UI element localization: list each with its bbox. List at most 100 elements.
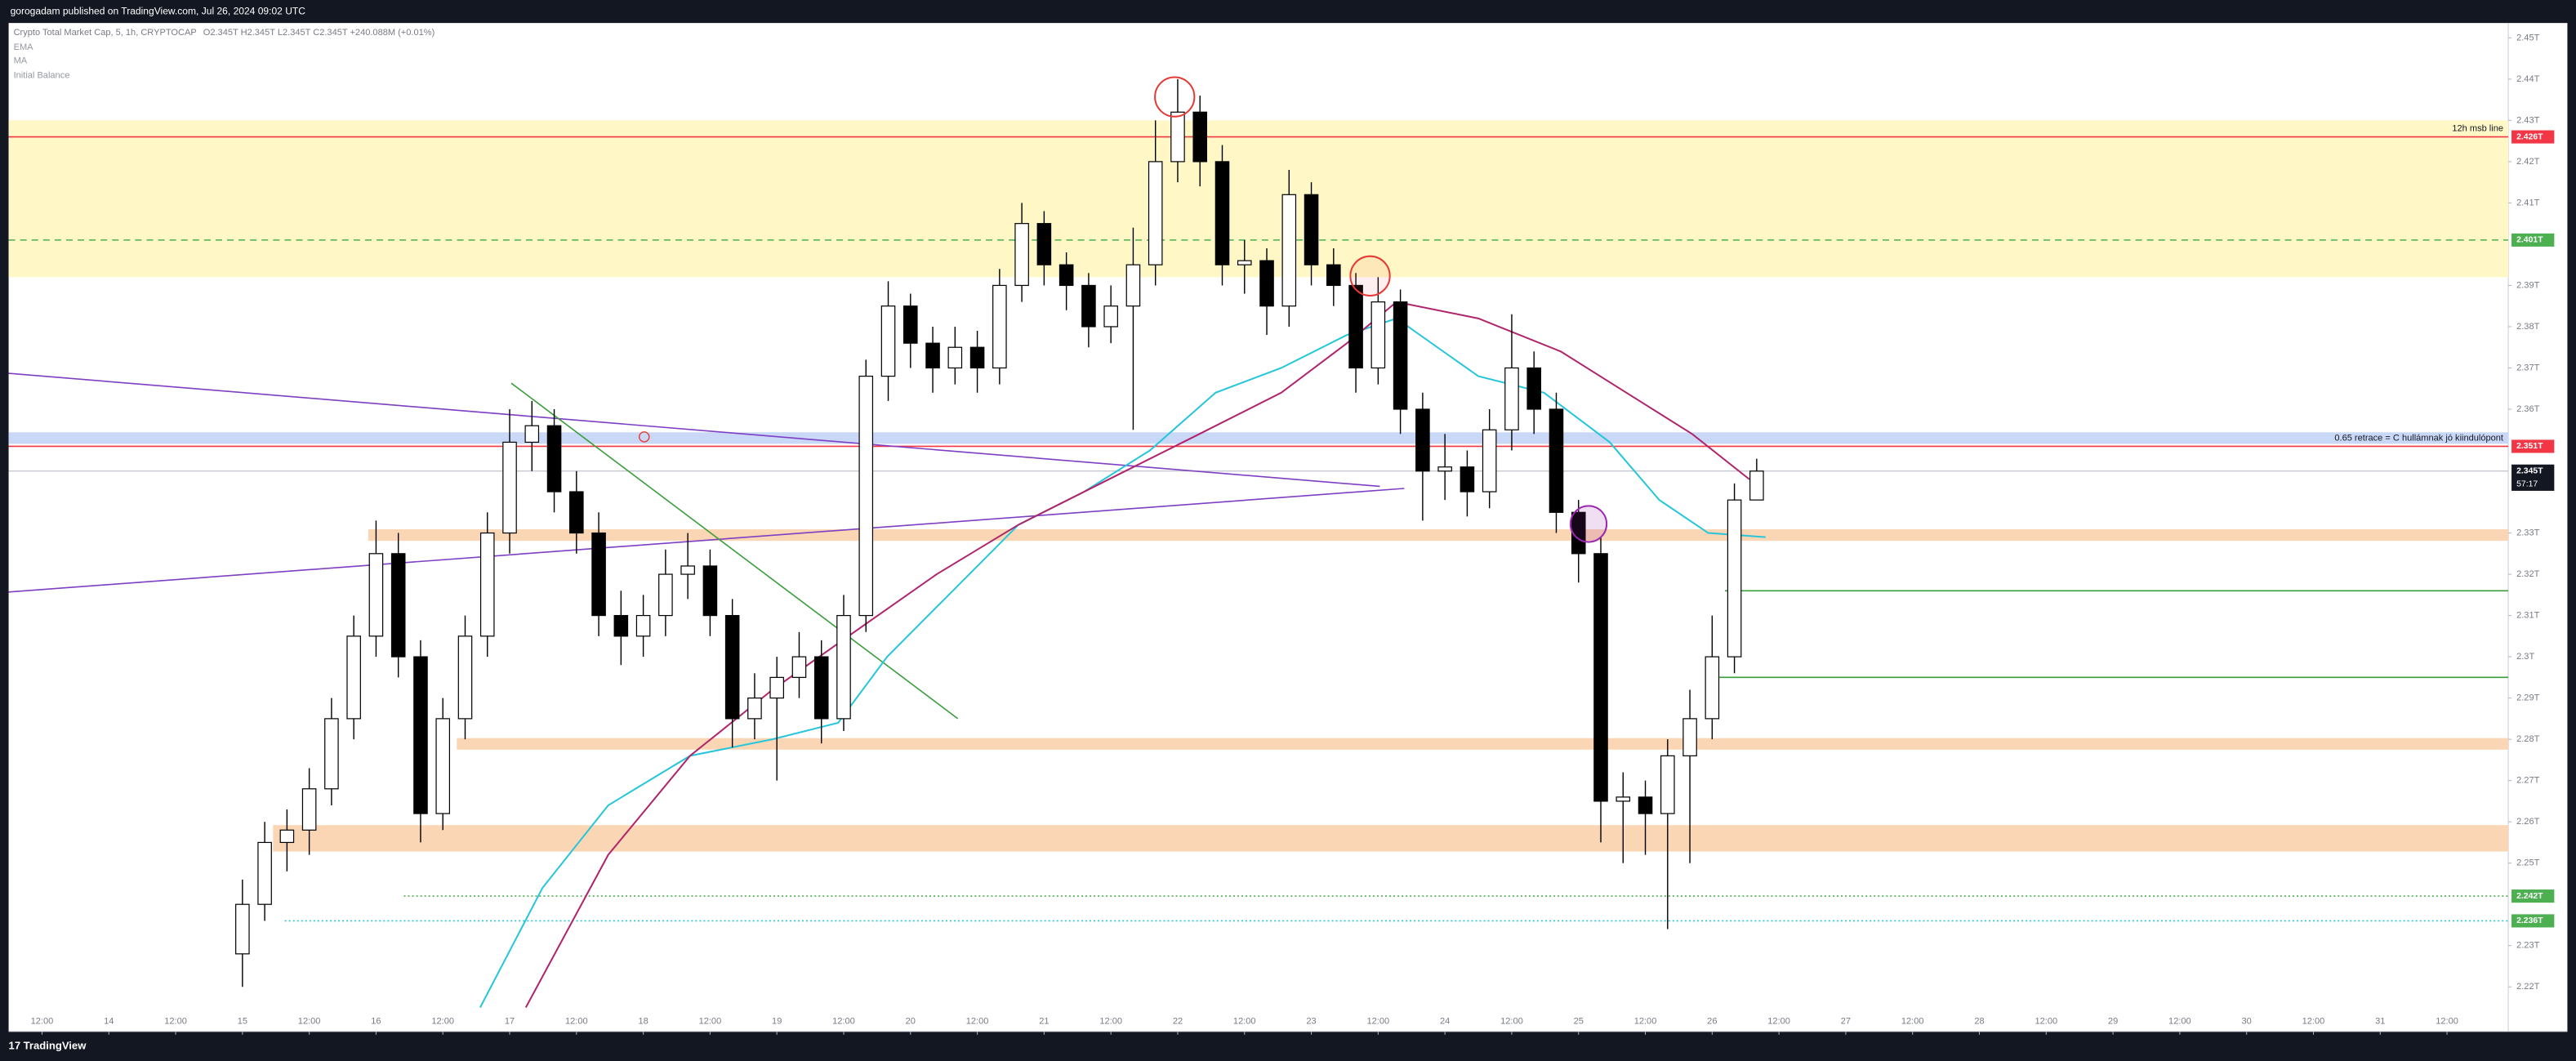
candle-body <box>1571 511 1586 555</box>
candle-body <box>591 532 606 617</box>
brand-logo: 17 <box>9 1039 21 1051</box>
y-tick-label: 2.41T <box>2516 198 2540 207</box>
last-price-box <box>2511 464 2555 491</box>
x-tick-label: 14 <box>104 1017 114 1027</box>
y-tick-label: 2.32T <box>2516 569 2540 579</box>
candle-body <box>1460 466 1475 493</box>
candle-body <box>279 829 295 844</box>
candle-body <box>1081 284 1096 328</box>
x-tick-label: 31 <box>2375 1017 2385 1027</box>
candle-body <box>1281 194 1297 307</box>
candle-body <box>1437 466 1452 472</box>
x-tick-label: 17 <box>505 1017 515 1027</box>
candle-body <box>635 614 651 637</box>
candle-body <box>413 656 428 814</box>
price-label: 2.242T <box>2516 892 2543 901</box>
x-tick-label: 24 <box>1440 1017 1450 1027</box>
candle-body <box>724 614 740 720</box>
candle-body <box>1014 223 1029 287</box>
candle-body <box>346 635 361 720</box>
candle-body <box>1727 499 1742 658</box>
x-tick-label: 12:00 <box>2168 1017 2191 1027</box>
annotations <box>639 76 1608 543</box>
x-tick-label: 12:00 <box>565 1017 588 1027</box>
candle-body <box>1326 264 1341 287</box>
candle-body <box>947 346 963 369</box>
trendline <box>8 488 1405 593</box>
y-tick-label: 2.27T <box>2516 776 2540 786</box>
candle-body <box>813 656 829 720</box>
candle-body <box>969 346 985 369</box>
trendline <box>8 372 1380 488</box>
candle-body <box>1638 796 1653 814</box>
x-tick-label: 29 <box>2108 1017 2118 1027</box>
y-tick-label: 2.25T <box>2516 858 2540 868</box>
x-tick-label: 12:00 <box>298 1017 321 1027</box>
zone <box>368 529 2509 542</box>
y-tick-label: 2.26T <box>2516 817 2540 827</box>
candle-body <box>858 375 874 617</box>
indicator-line <box>524 301 1750 1008</box>
candle-body <box>1660 755 1675 814</box>
candle-body <box>791 656 807 678</box>
candle-body <box>1259 260 1274 307</box>
zone <box>8 120 2509 278</box>
countdown: 57:17 <box>2516 480 2538 489</box>
candle-body <box>502 441 517 534</box>
x-tick-label: 12:00 <box>2436 1017 2458 1027</box>
candle-body <box>1214 161 1230 265</box>
candle-body <box>1170 111 1185 163</box>
brand[interactable]: TradingView <box>24 1039 87 1051</box>
x-tick-label: 12:00 <box>1099 1017 1122 1027</box>
candle-body <box>836 614 851 720</box>
candle-body <box>1103 305 1118 328</box>
candle-body <box>1415 408 1430 472</box>
level-note: 12h msb line <box>2452 123 2503 133</box>
price-label: 2.401T <box>2516 236 2543 245</box>
marker <box>639 431 650 443</box>
candle-body <box>1504 367 1519 430</box>
price-label-box <box>2511 233 2555 247</box>
x-tick-label: 12:00 <box>1767 1017 1790 1027</box>
candle-body <box>1036 223 1052 265</box>
plot: 12:00 14 12:00 15 12:00 16 12:00 17 12:00 18 12:00… <box>8 33 2555 1035</box>
candle-body <box>1148 161 1163 265</box>
price-label: 2.236T <box>2516 916 2543 925</box>
x-tick-label: 12:00 <box>832 1017 855 1027</box>
x-tick-label: 23 <box>1306 1017 1316 1027</box>
candle-body <box>324 718 339 790</box>
y-tick-label: 2.38T <box>2516 322 2540 332</box>
highlight-circle <box>1154 76 1196 118</box>
candle-body <box>1393 301 1408 410</box>
chart-title: Crypto Total Market Cap, 5, 1h, CRYPTOCA… <box>14 28 197 38</box>
x-tick-label: 15 <box>238 1017 247 1027</box>
candle-body <box>301 788 317 831</box>
indicator-line <box>479 317 1766 1008</box>
x-tick-label: 12:00 <box>966 1017 989 1027</box>
x-tick-label: 30 <box>2242 1017 2252 1027</box>
x-tick-label: 22 <box>1173 1017 1183 1027</box>
candle-body <box>680 565 695 575</box>
x-tick-label: 26 <box>1707 1017 1717 1027</box>
y-tick-label: 2.44T <box>2516 74 2540 84</box>
candle-body <box>1058 264 1074 287</box>
y-tick-label: 2.36T <box>2516 404 2540 414</box>
y-tick-label: 2.33T <box>2516 528 2540 537</box>
zone <box>273 825 2509 852</box>
price-label: 2.426T <box>2516 132 2543 141</box>
candle-body <box>368 553 384 637</box>
candle-body <box>658 573 673 617</box>
price-label: 2.351T <box>2516 442 2543 451</box>
price-label-box <box>2511 889 2555 903</box>
x-tick-label: 16 <box>371 1017 381 1027</box>
level-note: 0.65 retrace = C hullámnak jó kiindulópo… <box>2334 433 2503 443</box>
zone <box>457 738 2509 750</box>
candle-body <box>903 305 918 344</box>
x-tick-label: 12:00 <box>1901 1017 1924 1027</box>
candle-body <box>747 698 762 720</box>
price-label-box <box>2511 439 2555 453</box>
highlight-circle <box>1349 255 1391 296</box>
candle-body <box>1125 264 1141 307</box>
